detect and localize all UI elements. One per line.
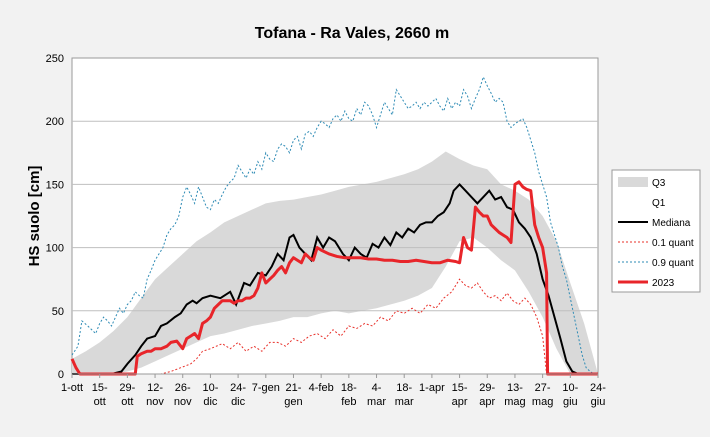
legend-item-q1: Q1 — [618, 197, 666, 209]
x-tick-label-line2: giu — [591, 396, 606, 408]
x-tick-label: 1-ott — [61, 382, 83, 394]
x-tick-label: 1-apr — [419, 382, 445, 394]
y-tick-label: 250 — [46, 53, 64, 65]
x-tick-label-line2: ott — [121, 396, 133, 408]
x-tick-label: 13- — [507, 382, 523, 394]
x-tick-label-line2: feb — [341, 396, 356, 408]
x-tick-label: 4-feb — [309, 382, 334, 394]
x-tick-label: 29- — [119, 382, 135, 394]
legend-item-q09: 0.9 quant — [618, 258, 694, 269]
x-tick-label-line2: giu — [563, 396, 578, 408]
x-tick-label: 29- — [479, 382, 495, 394]
x-tick-label-line2: apr — [452, 396, 468, 408]
y-tick-label: 200 — [46, 116, 64, 128]
x-tick-label-line2: gen — [284, 396, 302, 408]
x-tick-label: 4- — [372, 382, 382, 394]
x-tick-label: 27- — [535, 382, 551, 394]
x-tick-label-line2: ott — [94, 396, 106, 408]
y-axis-label: HS suolo [cm] — [26, 166, 43, 267]
x-tick-label-line2: apr — [479, 396, 495, 408]
legend-item-q3: Q3 — [618, 177, 666, 189]
legend-label: Mediana — [652, 218, 691, 229]
y-tick-label: 100 — [46, 243, 64, 255]
legend-label: 2023 — [652, 278, 675, 289]
series-lines — [70, 75, 598, 376]
x-tick-label: 24- — [230, 382, 246, 394]
x-tick-label: 15- — [452, 382, 468, 394]
x-tick-label: 7-gen — [252, 382, 280, 394]
x-tick-label-line2: nov — [146, 396, 164, 408]
legend-swatch-q1 — [618, 197, 648, 207]
series-line-q01 — [72, 278, 548, 375]
x-tick-label: 21- — [286, 382, 302, 394]
axes: 0 50 100 150 200 250 1-ott 15- ott 29- ott 12- nov 26… — [46, 53, 607, 408]
y-tick-label: 50 — [52, 306, 64, 318]
q1-q3-band — [72, 151, 598, 374]
x-tick-label: 24- — [590, 382, 606, 394]
x-tick-label: 10- — [562, 382, 578, 394]
legend-label: 0.1 quant — [652, 238, 694, 249]
series-line-y2023 — [70, 180, 598, 376]
legend-swatch-q3 — [618, 177, 648, 187]
x-tick-label: 26- — [175, 382, 191, 394]
x-tick-label-line2: dic — [231, 396, 246, 408]
gridlines — [72, 120, 598, 312]
x-tick-label: 18- — [341, 382, 357, 394]
legend-label: 0.9 quant — [652, 258, 694, 269]
legend-label: Q3 — [652, 178, 666, 189]
x-tick-label: 15- — [92, 382, 108, 394]
legend-label: Q1 — [652, 198, 666, 209]
legend-item-y2023: 2023 — [618, 278, 675, 289]
series-line-q09 — [71, 75, 598, 375]
x-tick-label: 10- — [202, 382, 218, 394]
chart-title: Tofana - Ra Vales, 2660 m — [255, 25, 449, 42]
x-tick-label-line2: mar — [367, 396, 386, 408]
x-tick-label-line2: nov — [174, 396, 192, 408]
x-tick-label-line2: mag — [504, 396, 525, 408]
x-tick-label-line2: dic — [203, 396, 218, 408]
legend-box — [611, 169, 701, 293]
y-tick-label: 0 — [58, 369, 64, 381]
quartile-band — [71, 57, 599, 375]
y-tick-label: 150 — [46, 179, 64, 191]
x-tick-label-line2: mar — [395, 396, 414, 408]
legend-item-median: Mediana — [618, 218, 691, 229]
x-tick-label-line2: mag — [532, 396, 553, 408]
legend: Q3 Q1 Mediana 0.1 quant 0.9 quant 2023 — [611, 169, 701, 293]
legend-item-q01: 0.1 quant — [618, 238, 694, 249]
x-tick-label: 12- — [147, 382, 163, 394]
x-tick-label: 18- — [396, 382, 412, 394]
